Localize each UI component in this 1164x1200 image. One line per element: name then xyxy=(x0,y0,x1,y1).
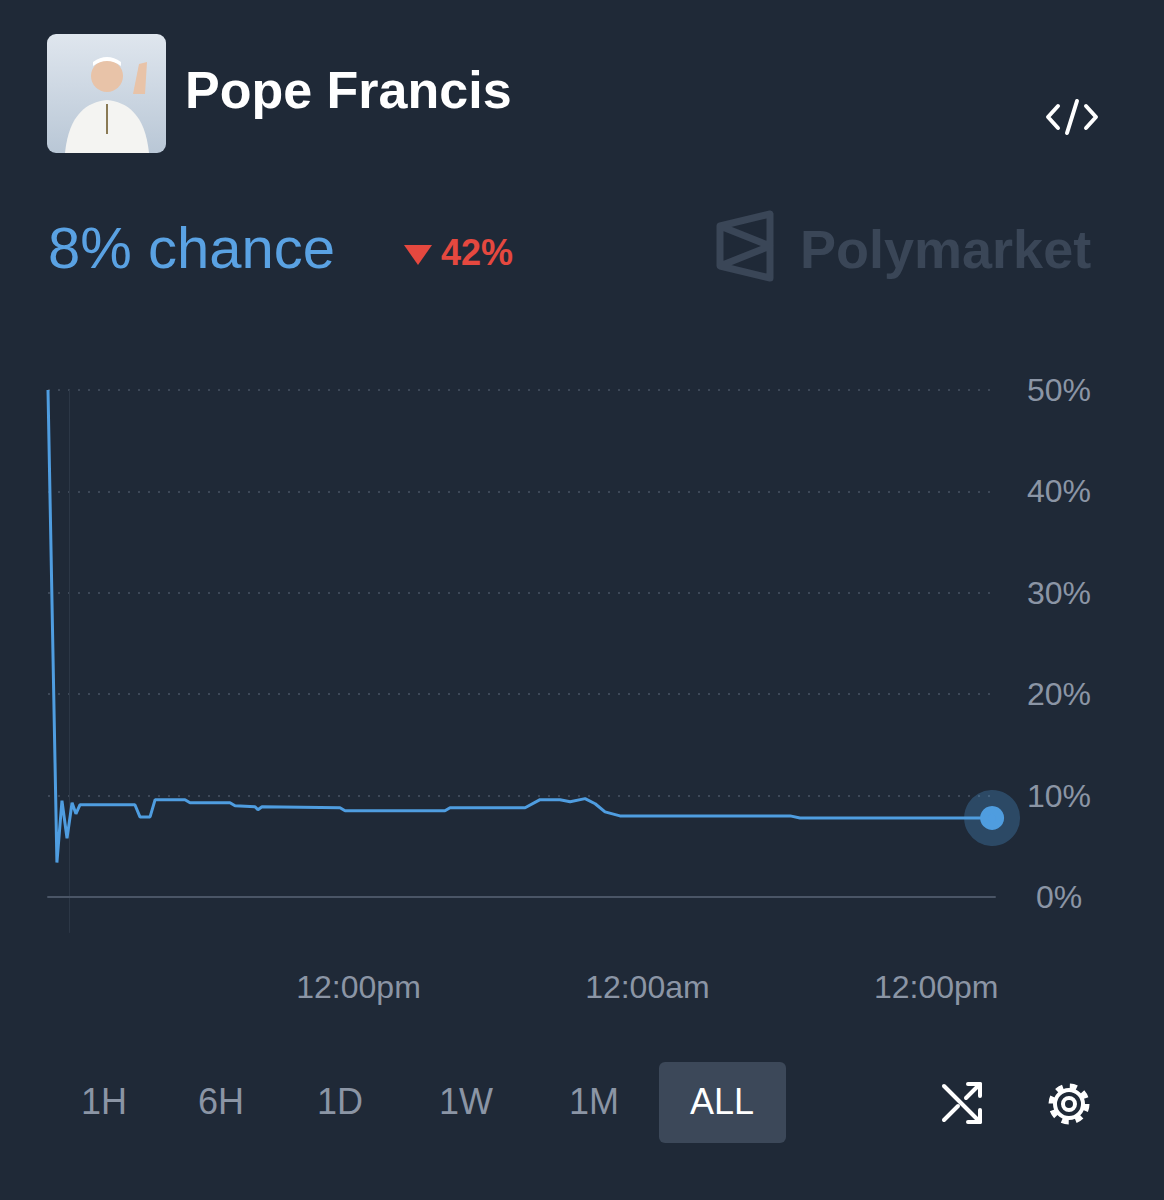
svg-text:10%: 10% xyxy=(1027,778,1091,814)
svg-text:12:00am: 12:00am xyxy=(585,969,710,1005)
html-text:8% chance: 8% chance xyxy=(48,215,335,280)
html-text:42%: 42% xyxy=(441,232,514,273)
html-text:ALL: ALL xyxy=(690,1081,754,1122)
svg-text:12:00pm: 12:00pm xyxy=(874,969,999,1005)
html-text:1H: 1H xyxy=(81,1081,127,1122)
svg-text:20%: 20% xyxy=(1027,676,1091,712)
svg-text:12:00pm: 12:00pm xyxy=(296,969,421,1005)
svg-text:30%: 30% xyxy=(1027,575,1091,611)
html-text:1M: 1M xyxy=(569,1081,619,1122)
html-text:1D: 1D xyxy=(317,1081,363,1122)
html-text:Pope Francis: Pope Francis xyxy=(185,61,512,119)
svg-text:50%: 50% xyxy=(1027,372,1091,408)
svg-text:0%: 0% xyxy=(1036,879,1082,915)
html-text:Polymarket: Polymarket xyxy=(800,219,1092,279)
html-text:6H: 6H xyxy=(198,1081,244,1122)
html-text:1W: 1W xyxy=(439,1081,493,1122)
svg-text:40%: 40% xyxy=(1027,473,1091,509)
